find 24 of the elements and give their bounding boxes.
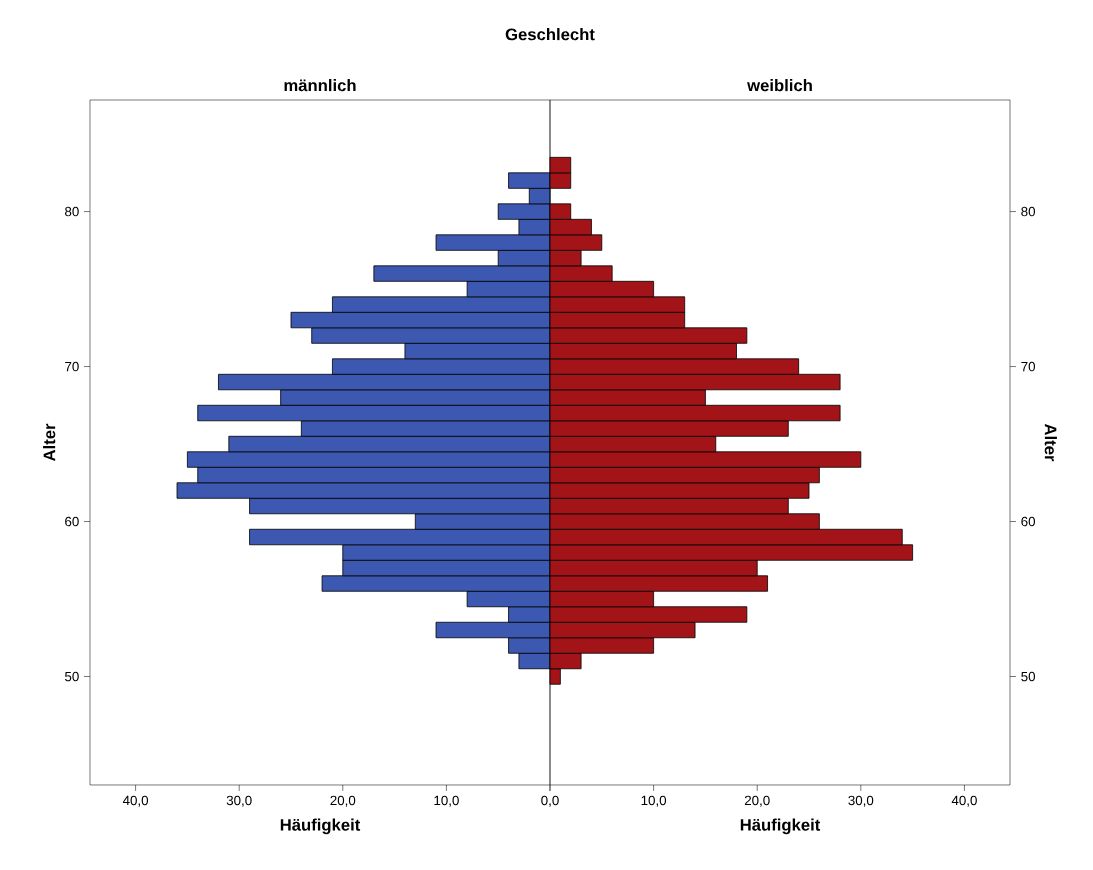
- x-tick-label: 40,0: [122, 795, 149, 807]
- x-tick-label: 30,0: [848, 795, 874, 807]
- y-axis-title: Alter: [43, 423, 56, 462]
- x-axis-title: Häufigkeit: [280, 818, 361, 835]
- x-tick-label: 30,0: [226, 795, 252, 807]
- x-tick-label: 10,0: [641, 795, 667, 807]
- x-tick-label: 40,0: [951, 795, 977, 807]
- y-tick-label: 70: [1021, 361, 1036, 372]
- x-axis-title: Häufigkeit: [740, 818, 821, 835]
- text: Geschlecht: [505, 28, 595, 41]
- y-tick-label: 70: [65, 361, 79, 372]
- y-tick-label: 50: [65, 671, 79, 682]
- chart-title: weiblich: [747, 79, 812, 92]
- y-tick-label: 60: [65, 516, 79, 527]
- x-tick-label: 0,0: [541, 795, 559, 807]
- y-tick-label: 50: [1021, 671, 1036, 682]
- y-tick-label: 60: [1021, 516, 1036, 527]
- x-tick-label: 20,0: [330, 795, 356, 807]
- x-tick-label: 20,0: [744, 795, 770, 807]
- y-axis-title: Alter: [1044, 423, 1057, 462]
- y-tick-label: 80: [1021, 206, 1036, 217]
- chart-title: männlich: [284, 79, 356, 92]
- x-tick-label: 10,0: [434, 795, 459, 807]
- y-tick-label: 80: [65, 206, 79, 217]
